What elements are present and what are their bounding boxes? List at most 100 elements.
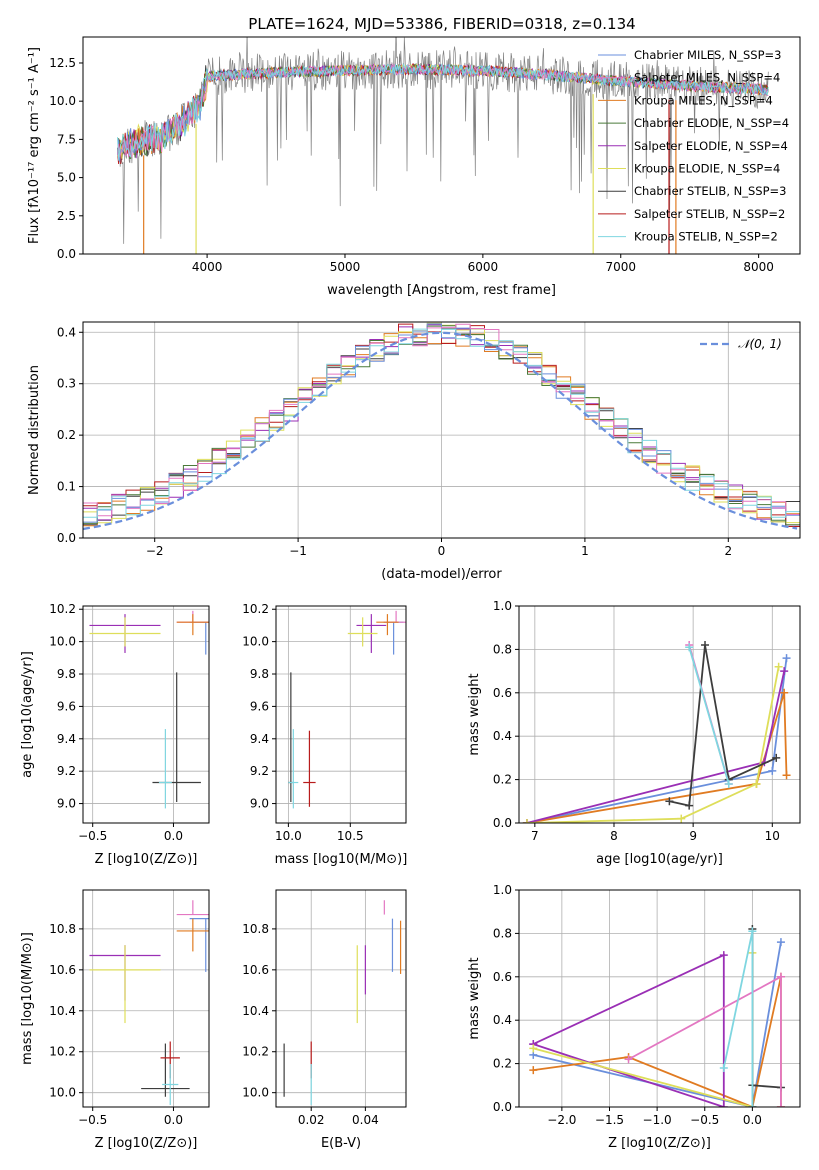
data-point	[303, 730, 316, 807]
y-axis-label: age [log10(age/yr)]	[20, 651, 35, 778]
x-tick-label: 9	[689, 829, 697, 843]
y-tick-label: 9.2	[57, 764, 76, 778]
series-marker	[719, 1063, 728, 1072]
plot-content	[117, 37, 769, 254]
x-tick-label: 2	[724, 544, 732, 558]
data-point	[176, 614, 209, 636]
y-tick-label: 0.4	[57, 325, 76, 339]
y-tick-label: 9.8	[250, 667, 269, 681]
data-point	[141, 1043, 190, 1097]
series-marker	[780, 688, 789, 697]
y-tick-label: 10.2	[242, 602, 269, 616]
series-line-8	[722, 931, 754, 1107]
series-marker	[776, 1103, 785, 1107]
y-tick-label: 10.4	[49, 1004, 76, 1018]
chart-age-vs-mass: 10.0 10.5 9.0 9.2 9.4 9.6 9.8 10.0 10.2 mass [log…	[242, 602, 408, 867]
y-axis-label: Normed distribution	[27, 365, 42, 495]
y-axis-label: mass [log10(M/M⊙)]	[20, 932, 35, 1065]
y-axis-label: mass weight	[467, 957, 482, 1039]
axes-frame	[82, 605, 210, 824]
data-point	[189, 621, 209, 655]
x-axis-label: E(B-V)	[321, 1136, 361, 1151]
x-tick-label: 10.0	[275, 829, 302, 843]
legend-label: Chabrier STELIB, N_SSP=3	[634, 184, 786, 198]
x-tick-label: 7	[531, 829, 539, 843]
y-tick-label: 10.0	[242, 1086, 269, 1100]
x-tick-label: 4000	[192, 260, 223, 274]
y-tick-label: 0.6	[493, 970, 512, 984]
x-axis-label: mass [log10(M/M⊙)]	[275, 852, 408, 867]
chart-spectrum: 4000 5000 6000 7000 8000 0.0 2.5 5.0 7.5 10.0 12.5…	[27, 36, 801, 298]
x-tick-label: −1	[289, 544, 307, 558]
y-tick-label: 10.2	[49, 1045, 76, 1059]
x-tick-label: 7000	[605, 260, 636, 274]
y-tick-label: 10.0	[242, 635, 269, 649]
legend-label: Salpeter ELODIE, N_SSP=4	[634, 139, 788, 153]
series-marker	[768, 766, 777, 775]
series-line-5	[526, 666, 780, 823]
y-tick-label: 0.0	[57, 531, 76, 545]
x-tick-label: −2.0	[547, 1113, 576, 1127]
figure-title: PLATE=1624, MJD=53386, FIBERID=0318, z=0…	[248, 15, 635, 33]
y-tick-label: 9.6	[250, 699, 269, 713]
y-tick-label: 0.0	[493, 816, 512, 830]
data-point	[176, 900, 209, 916]
y-tick-label: 9.8	[57, 667, 76, 681]
legend-label: Kroupa ELODIE, N_SSP=4	[634, 162, 780, 176]
x-tick-label: 6000	[468, 260, 499, 274]
series-line-8	[688, 646, 730, 785]
series-marker	[724, 779, 733, 788]
data-point	[347, 617, 378, 647]
y-tick-label: 10.6	[49, 963, 76, 977]
x-tick-label: −2	[146, 544, 164, 558]
x-tick-label: −0.5	[690, 1113, 719, 1127]
legend-label: Chabrier ELODIE, N_SSP=4	[634, 116, 789, 130]
series-marker	[776, 972, 785, 981]
series-line-4	[532, 953, 725, 1107]
y-axis-label: Flux [fλ10⁻¹⁷ erg cm⁻² s⁻¹ A⁻¹]	[27, 47, 42, 244]
axes-frame	[275, 889, 407, 1108]
x-tick-label: −1.5	[595, 1113, 624, 1127]
series-marker	[677, 814, 686, 823]
legend-label: Chabrier MILES, N_SSP=3	[634, 48, 781, 62]
y-tick-label: 9.6	[57, 699, 76, 713]
x-tick-label: 0.0	[164, 1113, 183, 1127]
x-axis-label: Z [log10(Z/Z⊙)]	[95, 1136, 198, 1151]
series-line-5	[533, 952, 754, 1107]
axes-frame	[518, 889, 801, 1108]
series-marker	[780, 667, 789, 676]
y-tick-label: 0.3	[57, 377, 76, 391]
axes-frame	[82, 889, 210, 1108]
plot-content	[288, 610, 406, 809]
chart-mass-vs-ebv: 0.02 0.04 10.0 10.2 10.4 10.6 10.8 E(B-V)	[242, 889, 407, 1151]
series-marker	[782, 771, 791, 780]
x-tick-label: 0.0	[743, 1113, 762, 1127]
series-marker	[522, 819, 531, 823]
x-tick-label: 8000	[743, 260, 774, 274]
x-axis-label: wavelength [Angstrom, rest frame]	[327, 283, 556, 298]
y-tick-label: 0.4	[493, 729, 512, 743]
y-tick-label: 10.0	[49, 94, 76, 108]
residual-histogram-1	[83, 323, 800, 517]
chart-weight-vs-z: −2.0 −1.5 −1.0 −0.5 0.0 0.0 0.2 0.4 0.6 0.8 1.0 Z […	[467, 883, 801, 1151]
data-point	[176, 918, 209, 952]
x-tick-label: −0.5	[78, 1113, 107, 1127]
y-tick-label: 10.6	[242, 963, 269, 977]
legend-label: Salpeter STELIB, N_SSP=2	[634, 207, 785, 221]
series-marker	[752, 779, 761, 788]
y-tick-label: 1.0	[493, 599, 512, 613]
y-tick-label: 0.8	[493, 642, 512, 656]
y-tick-label: 10.8	[242, 922, 269, 936]
series-line-0	[533, 941, 782, 1107]
series-marker	[776, 938, 785, 947]
series-marker	[719, 1103, 728, 1107]
series-marker	[665, 797, 674, 806]
y-tick-label: 10.2	[242, 1045, 269, 1059]
x-tick-label: 0.04	[352, 1113, 379, 1127]
plot-content	[283, 900, 402, 1105]
data-point	[158, 729, 172, 809]
y-tick-label: 9.2	[250, 764, 269, 778]
chart-mass-vs-z: −0.5 0.0 10.0 10.2 10.4 10.6 10.8 Z [log10(Z/Z⊙…	[20, 889, 210, 1151]
chart-age-vs-z: −0.5 0.0 9.0 9.2 9.4 9.6 9.8 10.0 10.2 Z [log10(Z…	[20, 602, 210, 867]
series-marker	[719, 951, 728, 960]
